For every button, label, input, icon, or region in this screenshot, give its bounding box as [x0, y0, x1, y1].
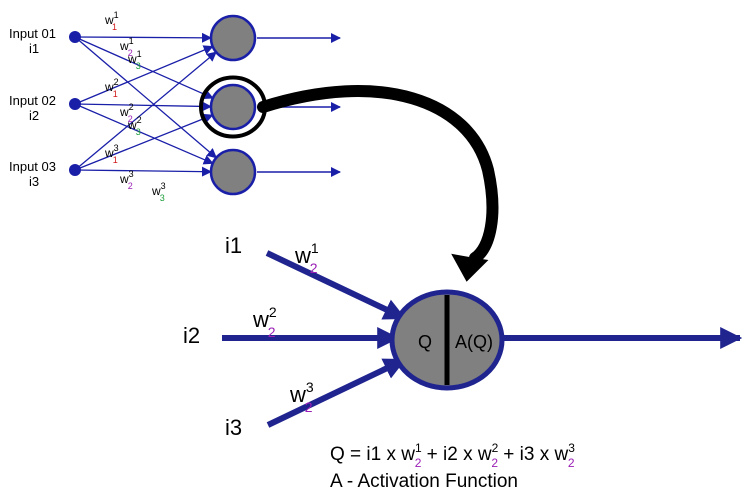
input-label: Input 03 — [9, 159, 56, 174]
weight-label: w21 — [104, 77, 119, 99]
weight-label: w23 — [127, 115, 142, 137]
detail-input-label: i3 — [225, 415, 242, 440]
callout-arrow — [263, 91, 492, 258]
hidden-node — [211, 16, 255, 60]
edge — [75, 52, 216, 170]
detail-weight-label: w22 — [252, 304, 277, 340]
input-var: i3 — [29, 174, 39, 189]
edge — [75, 37, 216, 158]
input-var: i2 — [29, 108, 39, 123]
input-node — [69, 98, 81, 110]
weight-label: w33 — [151, 181, 166, 203]
aq-label: A(Q) — [455, 332, 493, 352]
neural-net-diagram: Input 01i1Input 02i2Input 03i3w11w12w13w… — [0, 0, 750, 500]
input-node — [69, 164, 81, 176]
detail-input-label: i1 — [225, 233, 242, 258]
q-label: Q — [418, 332, 432, 352]
edge — [75, 115, 213, 170]
edge — [75, 170, 211, 172]
input-var: i1 — [29, 41, 39, 56]
edge — [75, 104, 211, 107]
hidden-node — [211, 150, 255, 194]
input-node — [69, 31, 81, 43]
equation-a: A - Activation Function — [330, 471, 518, 492]
detail-input-edge — [268, 360, 404, 425]
input-label: Input 01 — [9, 26, 56, 41]
input-label: Input 02 — [9, 93, 56, 108]
edge — [75, 37, 211, 38]
weight-label: w11 — [104, 10, 119, 32]
detail-input-label: i2 — [183, 323, 200, 348]
weight-label: w13 — [127, 49, 142, 71]
detail-input-edge — [267, 253, 404, 318]
weight-label: w32 — [119, 169, 134, 191]
hidden-node — [211, 85, 255, 129]
edge — [75, 37, 213, 98]
equation-q: Q = i1 x w12 + i2 x w22 + i3 x w32 — [330, 441, 575, 470]
